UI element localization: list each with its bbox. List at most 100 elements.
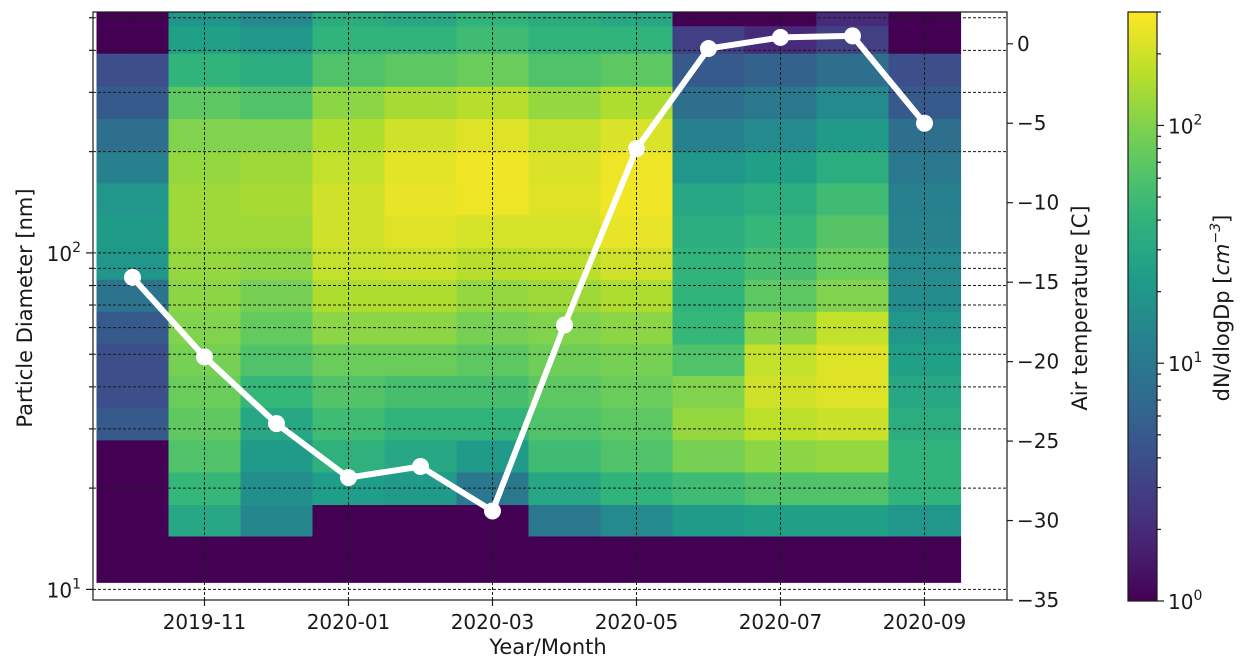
heatmap-cell (96, 25, 170, 54)
heatmap-cell (528, 86, 602, 120)
heatmap-cell (528, 25, 602, 54)
heatmap-cell (816, 566, 890, 583)
heatmap-cell (240, 566, 314, 583)
heatmap-cell (240, 504, 314, 537)
heatmap-cell (816, 439, 890, 473)
heatmap-cell (528, 439, 602, 473)
heatmap-cell (384, 53, 458, 87)
heatmap-cell (240, 182, 314, 216)
heatmap-cell (384, 279, 458, 312)
heatmap-cell (672, 214, 746, 248)
temperature-point (268, 415, 285, 433)
heatmap-cell (528, 150, 602, 184)
heatmap-cell (96, 375, 170, 408)
heatmap-cell (528, 53, 602, 87)
heatmap-cell (528, 214, 602, 248)
heatmap-cell (96, 566, 170, 583)
heatmap-cell (384, 118, 458, 152)
heatmap-cell (672, 118, 746, 152)
colorbar-label-exponent: −3 (1208, 223, 1224, 244)
heatmap-cell (672, 279, 746, 312)
heatmap-cell (96, 214, 170, 248)
temperature-point (700, 40, 717, 58)
temperature-point (196, 348, 213, 366)
x-tick-label: 2020-05 (595, 610, 679, 634)
colorbar-label-close: ] (1210, 215, 1234, 223)
y-tick-label: 102 (47, 240, 81, 266)
heatmap-cell (384, 182, 458, 216)
heatmap-cell (384, 375, 458, 408)
heatmap-cell (384, 86, 458, 120)
heatmap-cell (384, 150, 458, 184)
heatmap-cell (528, 407, 602, 441)
heatmap-cell (528, 566, 602, 583)
heatmap-cell (384, 12, 458, 27)
heatmap-cell (384, 407, 458, 441)
heatmap-cell (816, 247, 890, 280)
colorbar: 100 101 102 (1127, 11, 1202, 614)
heatmap-cell (96, 504, 170, 537)
heatmap-cell (384, 504, 458, 537)
temperature-point (844, 27, 861, 45)
heatmap-cell (672, 12, 746, 27)
x-tick-label: 2020-09 (883, 610, 967, 634)
colorbar-gradient (1127, 11, 1158, 602)
temperature-series (124, 27, 933, 520)
colorbar-tick-label: 101 (1168, 350, 1202, 376)
heatmap-cell (384, 25, 458, 54)
temperature-point (772, 28, 789, 46)
heatmap-cell (240, 279, 314, 312)
temperature-point (340, 469, 357, 487)
heatmap-cell (528, 504, 602, 537)
heatmap-cell (240, 311, 314, 345)
x-axis-label: Year/Month (488, 635, 606, 659)
heatmap-cell (816, 407, 890, 441)
heatmap-cell (528, 182, 602, 216)
colorbar-tick-label: 102 (1168, 112, 1202, 138)
heatmap-cell (240, 247, 314, 280)
heatmap-cell (384, 566, 458, 583)
heatmap-cell (672, 86, 746, 120)
heatmap-cell (888, 439, 962, 473)
heatmap-cell (96, 407, 170, 441)
heatmap-cell (240, 53, 314, 87)
plot-frame (92, 11, 1008, 601)
heatmap-cell (528, 12, 602, 27)
colorbar-label-base: dN/dlogDp [ (1210, 276, 1234, 402)
temperature-point (628, 140, 645, 158)
colorbar-label-unit: cm (1210, 244, 1234, 276)
heatmap-cell (384, 214, 458, 248)
heatmap-cell (240, 25, 314, 54)
axis-ticks: 2019-11 2020-01 2020-03 2020-05 2020-07 2020-… (47, 17, 1059, 634)
y-tick-label: 101 (47, 576, 81, 602)
heatmap-cell (816, 504, 890, 537)
heatmap-cell (672, 504, 746, 537)
temperature-point (556, 316, 573, 334)
heatmap-cell (816, 118, 890, 152)
heatmap-cell (816, 535, 890, 568)
heatmap-cell (240, 12, 314, 27)
colorbar-label: dN/dlogDp [cm−3] (1208, 215, 1234, 402)
heatmap-cell (96, 343, 170, 376)
right-y-tick-label: −15 (1017, 270, 1059, 294)
heatmap-cell (816, 12, 890, 27)
heatmap-cell (240, 343, 314, 376)
right-y-tick-label: −5 (1017, 111, 1046, 135)
heatmap-cell (240, 86, 314, 120)
heatmap-cell (672, 343, 746, 376)
heatmap-cell (240, 471, 314, 506)
x-tick-label: 2020-03 (451, 610, 535, 634)
heatmap-cell (96, 439, 170, 473)
x-tick-label: 2019-11 (163, 610, 247, 634)
heatmap-cell (816, 343, 890, 376)
heatmap-cell (240, 118, 314, 152)
grid-lines (93, 12, 1007, 600)
right-y-tick-label: −25 (1017, 429, 1059, 453)
heatmap-cell (96, 182, 170, 216)
heatmap-cell (672, 182, 746, 216)
heatmap-cell (96, 53, 170, 87)
right-y-tick-label: −10 (1017, 191, 1059, 215)
heatmap-cell (816, 150, 890, 184)
heatmap-cell (384, 343, 458, 376)
